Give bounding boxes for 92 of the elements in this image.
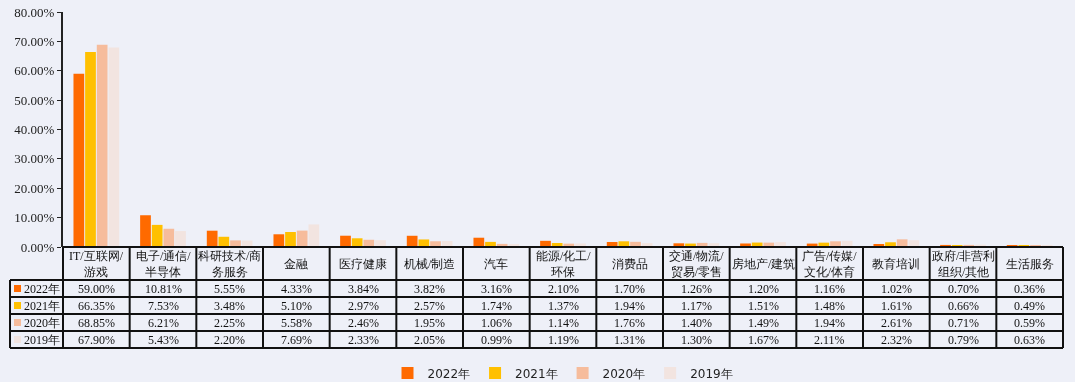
- x-tick-label: IT/互联网/游戏: [69, 249, 124, 279]
- data-label: 7.69%: [281, 333, 312, 347]
- legend-label: 2019年: [24, 333, 60, 347]
- data-label: 0.36%: [1014, 282, 1045, 296]
- data-label: 1.02%: [881, 282, 912, 296]
- data-label: 1.48%: [814, 299, 845, 313]
- data-label: 2.46%: [348, 316, 379, 330]
- y-tick-label: 80.00%: [14, 4, 55, 20]
- data-label: 68.85%: [78, 316, 115, 330]
- x-tick-label: 电子/通信/半导体: [136, 249, 192, 279]
- data-label: 2.11%: [814, 333, 845, 347]
- data-label: 1.20%: [748, 282, 779, 296]
- text: 2021年: [515, 366, 558, 381]
- data-label: 5.58%: [281, 316, 312, 330]
- data-label: 0.59%: [1014, 316, 1045, 330]
- data-label: 1.37%: [548, 299, 579, 313]
- y-tick-label: 70.00%: [14, 33, 55, 49]
- data-label: 1.14%: [548, 316, 579, 330]
- data-label: 1.67%: [748, 333, 779, 347]
- data-label: 10.81%: [145, 282, 182, 296]
- data-label: 1.94%: [614, 299, 645, 313]
- data-label: 1.94%: [814, 316, 845, 330]
- x-tick-label: 汽车: [484, 257, 508, 271]
- data-label: 2.61%: [881, 316, 912, 330]
- data-label: 1.61%: [881, 299, 912, 313]
- data-label: 5.10%: [281, 299, 312, 313]
- data-label: 6.21%: [148, 316, 179, 330]
- y-tick-label: 20.00%: [14, 180, 55, 196]
- x-tick-label: 能源/化工/环保: [536, 249, 592, 279]
- data-label: 1.49%: [748, 316, 779, 330]
- data-label: 66.35%: [78, 299, 115, 313]
- data-label: 1.31%: [614, 333, 645, 347]
- data-label: 59.00%: [78, 282, 115, 296]
- data-label: 1.06%: [481, 316, 512, 330]
- data-label: 2.25%: [214, 316, 245, 330]
- x-tick-label: 政府/非营利组织/其他: [932, 249, 996, 279]
- data-label: 2.32%: [881, 333, 912, 347]
- data-label: 5.43%: [148, 333, 179, 347]
- data-label: 3.82%: [414, 282, 445, 296]
- y-tick-label: 60.00%: [14, 63, 55, 79]
- y-tick-label: 30.00%: [14, 151, 55, 167]
- data-label: 1.51%: [748, 299, 779, 313]
- y-tick-label: 10.00%: [14, 210, 55, 226]
- data-label: 2.05%: [414, 333, 445, 347]
- y-tick-label: 50.00%: [14, 92, 55, 108]
- legend-label: 2021年: [24, 299, 60, 313]
- data-label: 7.53%: [148, 299, 179, 313]
- data-label: 0.70%: [948, 282, 979, 296]
- text: 2020年: [602, 366, 646, 381]
- data-label: 2.20%: [214, 333, 245, 347]
- data-label: 3.84%: [348, 282, 379, 296]
- data-label: 2.57%: [414, 299, 445, 313]
- text: 2019年: [690, 366, 733, 381]
- data-label: 1.30%: [681, 333, 712, 347]
- x-tick-label: 广告/传媒/文化/体育: [802, 249, 858, 279]
- legend-label: 2022年: [24, 282, 60, 296]
- legend-label: 2020年: [24, 316, 60, 330]
- data-label: 1.17%: [681, 299, 712, 313]
- x-tick-label: 房地产/建筑: [732, 257, 796, 271]
- x-tick-label: 生活服务: [1006, 257, 1054, 271]
- data-label: 3.48%: [214, 299, 245, 313]
- x-tick-label: 教育培训: [872, 257, 920, 271]
- x-tick-label: 机械/制造: [404, 257, 456, 271]
- data-label: 2.33%: [348, 333, 379, 347]
- x-tick-label: 医疗健康: [339, 257, 387, 271]
- data-label: 1.70%: [614, 282, 645, 296]
- data-label: 67.90%: [78, 333, 115, 347]
- data-label: 1.74%: [481, 299, 512, 313]
- data-label: 0.99%: [481, 333, 512, 347]
- data-label: 3.16%: [481, 282, 512, 296]
- data-label: 1.76%: [614, 316, 645, 330]
- data-label: 1.40%: [681, 316, 712, 330]
- data-label: 1.95%: [414, 316, 445, 330]
- data-label: 1.16%: [814, 282, 845, 296]
- data-label: 1.26%: [681, 282, 712, 296]
- data-label: 0.79%: [948, 333, 979, 347]
- x-tick-label: 金融: [284, 257, 308, 271]
- data-label: 5.55%: [214, 282, 245, 296]
- y-tick-label: 40.00%: [14, 122, 55, 138]
- data-label: 0.63%: [1014, 333, 1045, 347]
- data-label: 4.33%: [281, 282, 312, 296]
- data-label: 0.49%: [1014, 299, 1045, 313]
- x-tick-label: 消费品: [612, 257, 648, 271]
- x-tick-label: 科研技术/商务服务: [198, 249, 262, 279]
- data-label: 0.66%: [948, 299, 979, 313]
- data-label: 2.10%: [548, 282, 579, 296]
- data-label: 0.71%: [948, 316, 979, 330]
- text: 2022年: [427, 366, 471, 381]
- data-label: 1.19%: [548, 333, 579, 347]
- x-tick-label: 交通/物流/贸易/零售: [669, 249, 725, 279]
- y-tick-label: 0.00%: [20, 239, 55, 255]
- data-label: 2.97%: [348, 299, 379, 313]
